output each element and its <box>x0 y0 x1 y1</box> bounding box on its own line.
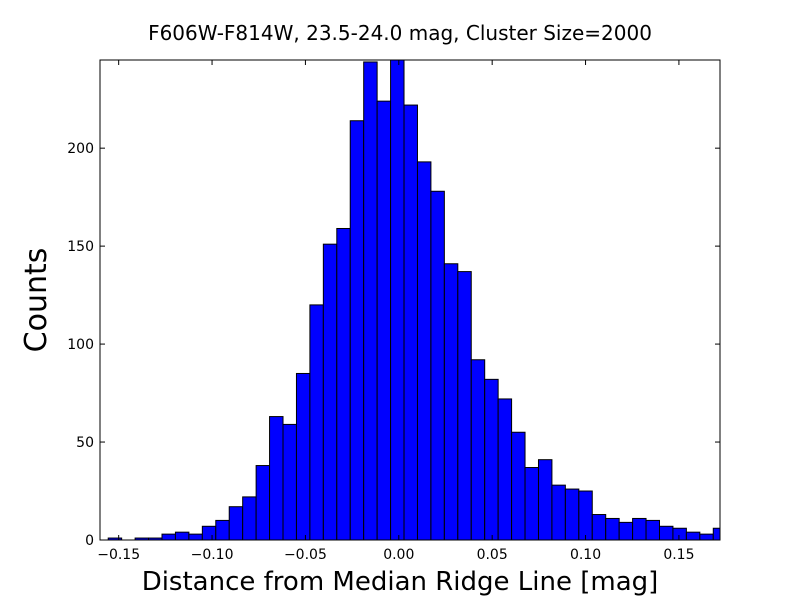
y-axis-ticks: 0 50 100 150 200 <box>67 141 720 549</box>
histogram-bar <box>161 533 176 540</box>
histogram-bar <box>309 304 324 540</box>
histogram-bar <box>349 120 365 540</box>
histogram-bar <box>443 263 459 540</box>
plot-frame <box>99 59 721 541</box>
histogram-bar <box>201 525 217 540</box>
histogram-bar <box>564 488 580 540</box>
x-tick-label: 0.10 <box>570 547 601 563</box>
histogram-bar <box>228 506 244 540</box>
histogram-bar <box>551 484 566 540</box>
histogram-bar <box>618 521 634 540</box>
histogram-bar <box>376 100 392 540</box>
histogram-bar <box>685 531 701 540</box>
y-tick-label: 200 <box>67 141 94 157</box>
histogram-bar <box>107 537 123 540</box>
histogram-bar <box>524 467 539 540</box>
x-axis-ticks: −0.15 −0.10 −0.05 0.00 0.05 0.10 0.15 <box>97 60 695 563</box>
histogram-bar <box>578 490 593 540</box>
histogram-bar <box>457 271 472 540</box>
histogram-bar <box>242 496 257 540</box>
y-tick-label: 150 <box>67 239 94 255</box>
y-axis-label: Counts <box>19 248 54 353</box>
histogram-bar <box>403 104 418 540</box>
histogram-bar <box>363 61 378 540</box>
histogram-bar <box>255 465 271 540</box>
x-tick-label: −0.15 <box>97 547 140 563</box>
x-tick-label: −0.05 <box>284 547 327 563</box>
bars-group <box>107 60 720 540</box>
histogram-bar <box>537 459 553 540</box>
histogram-bar <box>484 378 499 540</box>
histogram-bar <box>269 416 284 540</box>
histogram-bar <box>591 514 607 540</box>
histogram-bar <box>430 190 445 540</box>
histogram-bar <box>295 372 311 540</box>
y-tick-label: 50 <box>76 435 94 451</box>
histogram-bar <box>645 519 660 540</box>
histogram-bar <box>390 60 405 540</box>
y-tick-label: 0 <box>85 533 94 549</box>
histogram-bar <box>658 525 674 540</box>
y-tick-label: 100 <box>67 337 94 353</box>
x-axis-label: Distance from Median Ridge Line [mag] <box>142 567 659 597</box>
histogram-bar <box>336 227 351 540</box>
x-tick-label: 0.00 <box>383 547 414 563</box>
histogram-bar <box>511 431 526 540</box>
histogram-bar <box>188 533 203 540</box>
chart-title: F606W-F814W, 23.5-24.0 mag, Cluster Size… <box>148 21 652 45</box>
histogram-bar <box>672 527 687 540</box>
x-tick-label: 0.15 <box>663 547 694 563</box>
histogram-bar <box>282 423 297 540</box>
histogram-bar <box>322 243 338 540</box>
histogram-bar <box>416 161 432 540</box>
histogram-bar <box>632 517 647 540</box>
x-tick-label: 0.05 <box>477 547 508 563</box>
histogram-bar <box>470 359 486 540</box>
histogram-bar <box>497 398 513 540</box>
histogram-bar <box>215 519 230 540</box>
histogram-bar <box>174 531 190 540</box>
histogram-bar <box>605 517 620 540</box>
histogram-bar <box>699 533 714 540</box>
x-tick-label: −0.10 <box>191 547 234 563</box>
